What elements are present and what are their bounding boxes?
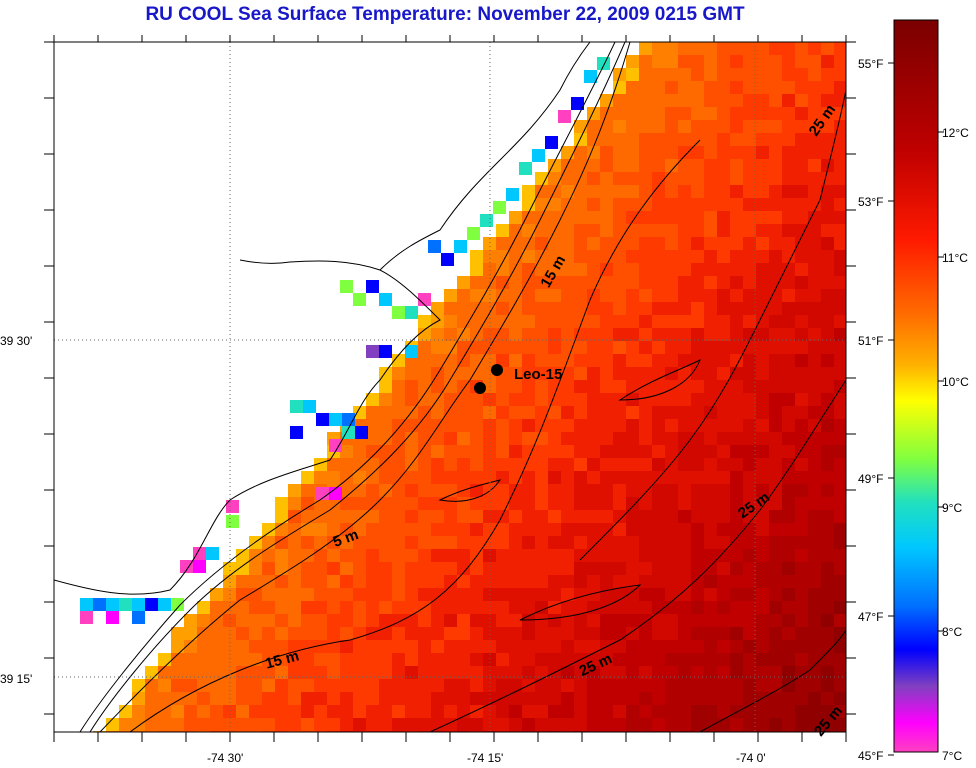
bathymetry-contours [99, 42, 846, 732]
contour-25m-b [579, 89, 846, 561]
station-marker [491, 364, 503, 376]
latitude-labels: 39 30' 39 15' [0, 334, 32, 686]
colorbar-c-7: 7°C [942, 749, 962, 763]
colorbar: 55°F 53°F 51°F 49°F 47°F 45°F 12°C 11°C … [858, 19, 969, 763]
contour-island-3 [618, 358, 701, 401]
colorbar-f-53: 53°F [858, 195, 883, 209]
lat-label-39-30: 39 30' [0, 334, 32, 348]
map-title: RU COOL Sea Surface Temperature: Novembe… [145, 4, 745, 25]
marsh-edge-2 [379, 42, 591, 271]
coastline [54, 42, 626, 732]
contour-15m [129, 139, 701, 732]
colorbar-gradient [893, 19, 939, 753]
contour-5m [99, 42, 631, 732]
colorbar-f-49: 49°F [858, 472, 883, 486]
contour-island-1 [438, 479, 502, 502]
barrier-island-coast [89, 42, 626, 732]
lon-label-74-30: -74 30' [207, 751, 243, 765]
colorbar-c-10: 10°C [942, 375, 969, 389]
colorbar-f-55: 55°F [858, 57, 883, 71]
lat-label-39-15: 39 15' [0, 672, 32, 686]
colorbar-c-9: 9°C [942, 501, 962, 515]
station-marker-2 [474, 382, 486, 394]
contour-25m-a [429, 379, 846, 732]
longitude-labels: -74 30' -74 15' -74 0' [207, 751, 766, 765]
contour-island-2 [519, 584, 642, 621]
sst-raster [54, 42, 846, 732]
lon-label-74-0: -74 0' [736, 751, 766, 765]
colorbar-c-8: 8°C [942, 625, 962, 639]
contour-25m-c [699, 629, 846, 732]
lon-label-74-15: -74 15' [467, 751, 503, 765]
station-label: Leo-15 [514, 366, 562, 383]
colorbar-c-11: 11°C [942, 251, 968, 265]
colorbar-c-12: 12°C [942, 126, 969, 140]
axis-ticks [44, 35, 856, 742]
lat-lon-grid [54, 42, 846, 732]
colorbar-f-45: 45°F [858, 749, 883, 763]
colorbar-f-47: 47°F [858, 610, 883, 624]
marsh-edge [54, 259, 441, 595]
station-leo-15[interactable]: Leo-15 [474, 364, 562, 394]
inner-coast [79, 42, 616, 732]
colorbar-f-51: 51°F [858, 334, 883, 348]
